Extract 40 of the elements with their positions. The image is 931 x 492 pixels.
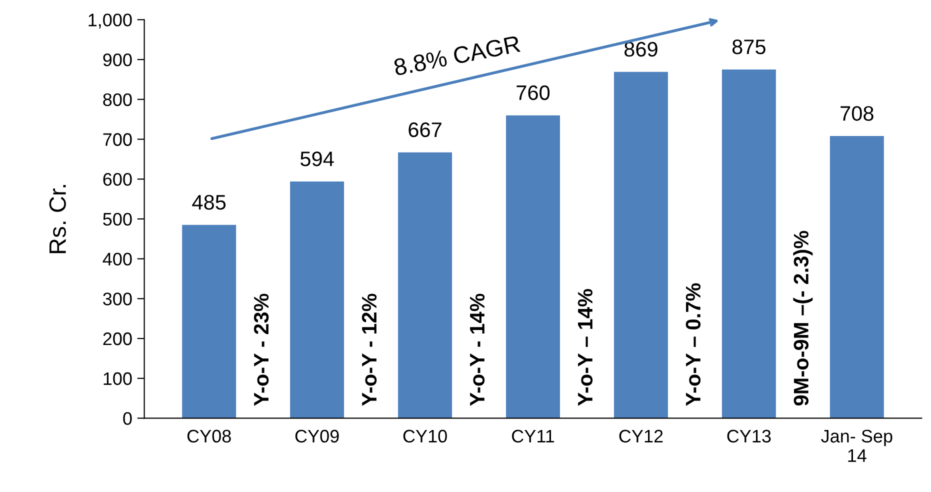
bar: [722, 69, 776, 418]
bar: [182, 224, 236, 418]
annotation: 8.8% CAGR: [393, 35, 521, 76]
y-tick-label: 900: [103, 53, 132, 66]
x-tick-label: CY10: [403, 430, 447, 443]
data-label: 485: [192, 194, 226, 210]
data-label: 667: [408, 122, 442, 138]
y-tick-label: 600: [103, 173, 132, 186]
y-tick-label: 300: [103, 292, 132, 306]
bar: [398, 152, 452, 418]
x-tick-label: CY08: [187, 430, 231, 443]
x-tick-label: CY12: [619, 430, 663, 443]
y-tick-label: 200: [103, 332, 132, 346]
data-label: 760: [516, 85, 550, 100]
annotation: Y-o-Y – 0.7%: [686, 283, 701, 406]
x-tick-label: Jan- Sep 14: [821, 430, 892, 462]
bar: [290, 181, 344, 418]
y-tick-label: 800: [103, 93, 132, 106]
data-label: 875: [732, 40, 766, 54]
y-tick-label: 700: [103, 133, 132, 146]
annotation: 9M-o-9M –(- 2.3)%: [793, 230, 813, 406]
annotation: Y-o-Y - 23%: [254, 294, 269, 406]
y-tick-label: 500: [103, 212, 132, 226]
bar: [830, 136, 884, 418]
data-label: 869: [624, 42, 658, 57]
x-tick-label: CY13: [727, 430, 771, 443]
y-tick-label: 0: [123, 412, 132, 425]
x-tick-label: CY11: [512, 430, 554, 443]
y-axis-title: Rs. Cr.: [49, 185, 66, 254]
y-tick-label: 100: [104, 372, 132, 386]
data-label: 708: [840, 106, 874, 121]
bar: [506, 115, 560, 418]
data-label: 594: [300, 152, 334, 166]
bar: [614, 72, 668, 418]
annotation: Y-o-Y - 14%: [470, 294, 485, 406]
y-tick-label: 400: [102, 252, 132, 266]
annotation: Y-o-Y – 14%: [578, 289, 593, 406]
annotation: Y-o-Y - 12%: [362, 294, 377, 406]
y-tick-label: 1,000: [88, 14, 132, 29]
x-tick-label: CY09: [295, 430, 339, 443]
